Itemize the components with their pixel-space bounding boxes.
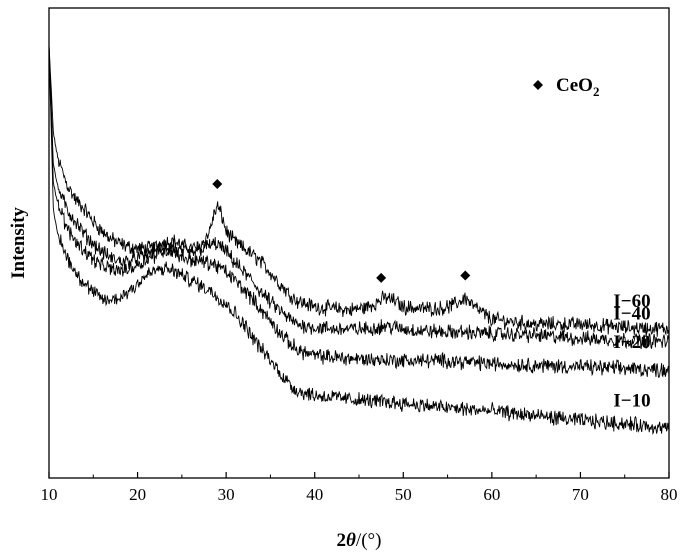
x-tick-label-30: 30: [218, 485, 235, 504]
series-line-I−40: [48, 46, 670, 350]
legend: CeO2: [533, 75, 599, 99]
x-tick-label-10: 10: [41, 485, 58, 504]
x-axis-title: 2θ/(°): [337, 530, 382, 551]
series-label: I−20: [613, 332, 650, 353]
x-tick-label-70: 70: [572, 485, 589, 504]
series-label: I−60: [613, 291, 650, 312]
peak-marker-diamond: [460, 270, 471, 281]
x-tick-label-60: 60: [483, 485, 500, 504]
legend-diamond-marker: [533, 80, 543, 90]
y-axis-title: Intensity: [8, 207, 29, 279]
series-line-I−20: [48, 44, 670, 378]
x-axis-title-suffix: /(°): [356, 530, 382, 551]
x-tick-label-80: 80: [661, 485, 678, 504]
x-tick-label-20: 20: [129, 485, 146, 504]
peak-marker-diamond: [376, 272, 387, 283]
legend-label-subscript: 2: [593, 84, 600, 99]
series-line-I−60: [48, 44, 670, 337]
legend-label-main: CeO: [556, 75, 593, 96]
series-label: I−10: [613, 390, 650, 411]
x-axis-title-variable: θ: [346, 530, 356, 551]
x-axis-title-prefix: 2: [337, 530, 347, 551]
peak-marker-diamond: [212, 178, 223, 189]
series-label: I−40: [613, 304, 650, 325]
x-tick-label-50: 50: [395, 485, 412, 504]
x-tick-label-40: 40: [306, 485, 323, 504]
series-line-I−10: [48, 45, 670, 436]
legend-label: CeO2: [556, 75, 599, 99]
